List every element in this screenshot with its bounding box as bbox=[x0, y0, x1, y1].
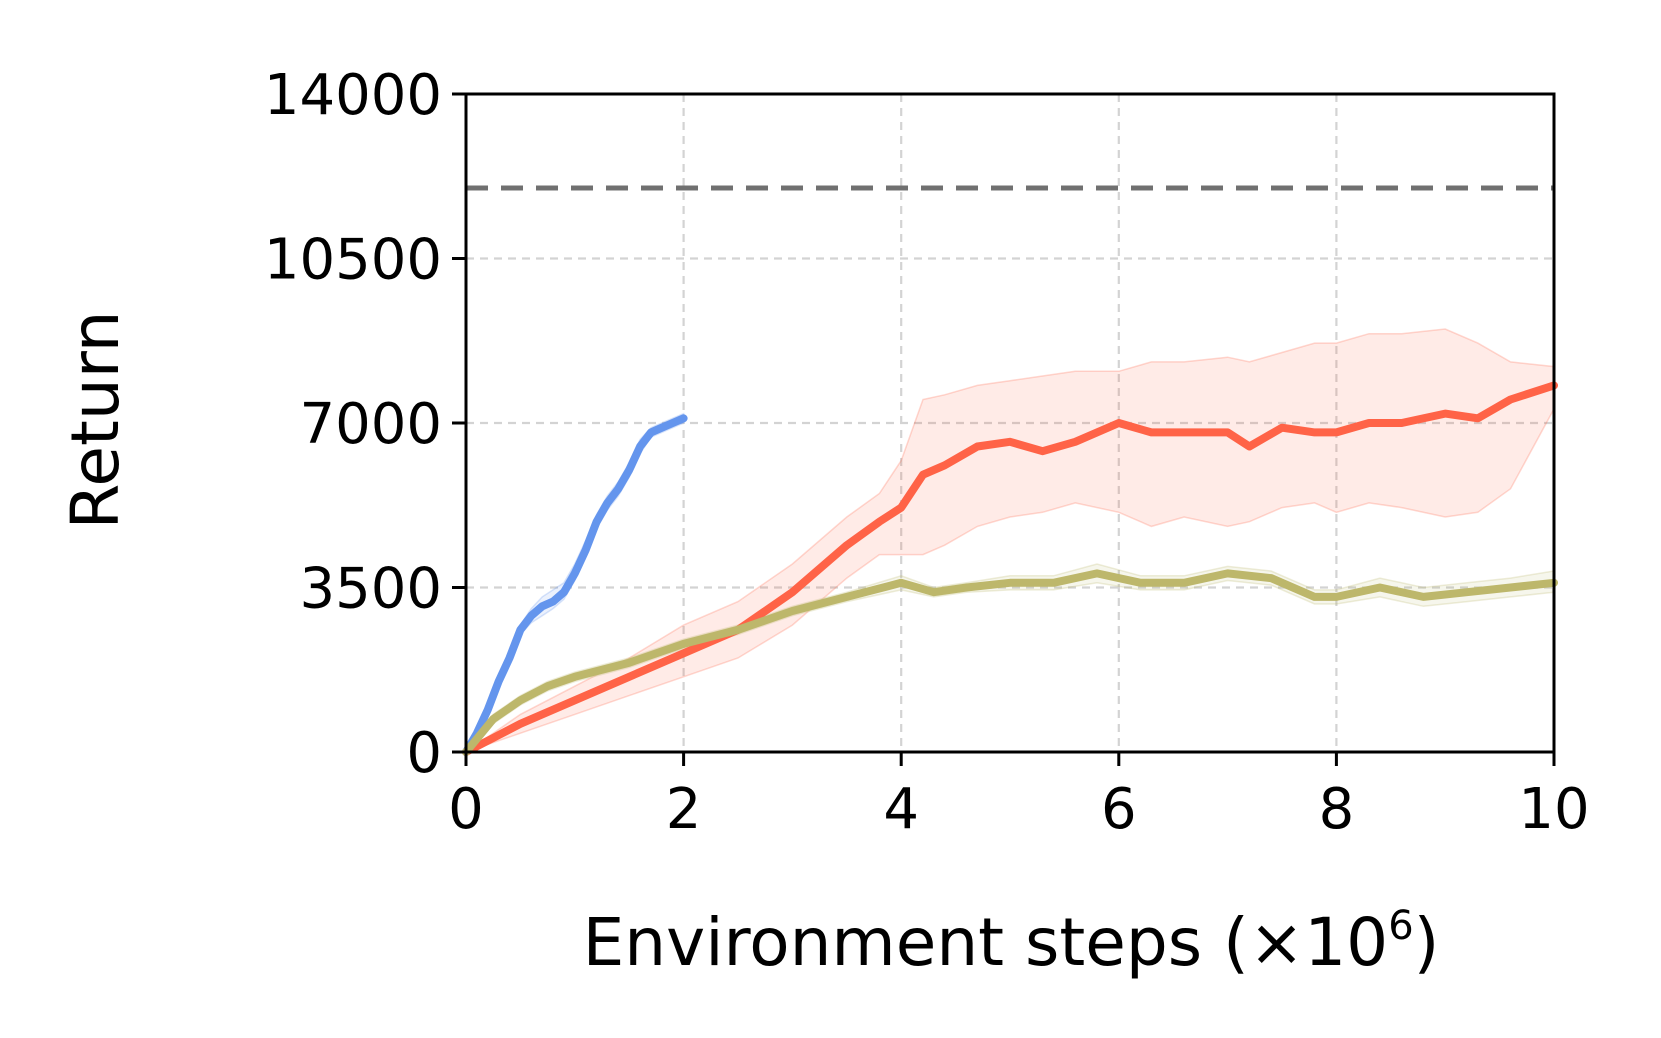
x-axis-title-close: ) bbox=[1414, 904, 1440, 981]
confidence-bands bbox=[465, 328, 1555, 753]
x-axis-title-main: Environment steps (×10 bbox=[583, 904, 1389, 981]
series-1-line bbox=[462, 414, 688, 756]
y-tick-label: 0 bbox=[406, 721, 442, 786]
x-axis-title-exponent: 6 bbox=[1388, 903, 1413, 949]
x-tick-label: 4 bbox=[883, 777, 919, 842]
x-tick-label: 0 bbox=[448, 777, 484, 842]
x-axis-title: Environment steps (×106) bbox=[583, 903, 1440, 981]
axis-ticks bbox=[452, 92, 1556, 766]
y-tick-labels: 0 3500 7000 10500 14000 bbox=[264, 63, 442, 786]
x-tick-label: 10 bbox=[1518, 777, 1589, 842]
series-3-line bbox=[462, 569, 1558, 756]
series-lines bbox=[462, 381, 1558, 756]
series-2-band bbox=[465, 328, 1555, 753]
y-tick-label: 3500 bbox=[299, 557, 442, 622]
y-tick-label: 14000 bbox=[264, 63, 442, 128]
y-tick-label: 7000 bbox=[299, 392, 442, 457]
y-tick-label: 10500 bbox=[264, 228, 442, 293]
x-tick-label: 6 bbox=[1101, 777, 1137, 842]
y-axis-title: Return bbox=[57, 310, 134, 529]
x-tick-labels: 0 2 4 6 8 10 bbox=[448, 777, 1589, 842]
x-tick-label: 8 bbox=[1319, 777, 1355, 842]
x-tick-label: 2 bbox=[666, 777, 702, 842]
